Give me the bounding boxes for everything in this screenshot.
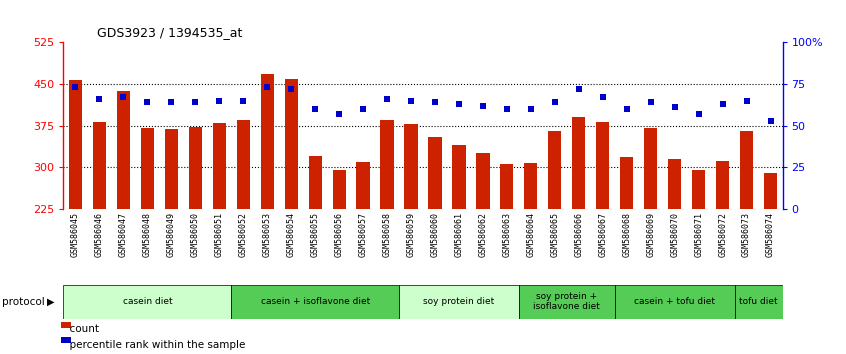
Point — [380, 96, 393, 102]
Bar — [596, 122, 609, 209]
Point — [332, 111, 346, 117]
Bar — [93, 122, 106, 209]
Bar — [261, 74, 274, 209]
Bar — [500, 165, 514, 209]
Text: tofu diet: tofu diet — [739, 297, 777, 306]
Bar — [381, 120, 393, 209]
Point — [716, 101, 729, 107]
Text: casein + tofu diet: casein + tofu diet — [634, 297, 715, 306]
Point — [428, 99, 442, 105]
Point — [620, 106, 634, 112]
Point — [69, 85, 82, 90]
Bar — [140, 129, 154, 209]
Bar — [399, 285, 519, 319]
Point — [164, 99, 178, 105]
Point — [117, 95, 130, 100]
Bar — [548, 131, 562, 209]
Bar — [668, 159, 681, 209]
Point — [356, 106, 370, 112]
Bar — [572, 118, 585, 209]
Text: soy protein diet: soy protein diet — [423, 297, 495, 306]
Bar — [764, 173, 777, 209]
Point — [236, 98, 250, 104]
Bar — [615, 285, 734, 319]
Bar — [476, 153, 490, 209]
Point — [572, 86, 585, 92]
Bar — [740, 131, 753, 209]
Bar — [428, 137, 442, 209]
Bar — [734, 285, 783, 319]
Bar — [284, 79, 298, 209]
Point — [548, 99, 562, 105]
Bar — [519, 285, 615, 319]
Bar — [165, 129, 178, 209]
Bar — [644, 129, 657, 209]
Bar — [692, 170, 706, 209]
Text: soy protein +
isoflavone diet: soy protein + isoflavone diet — [533, 292, 601, 312]
Text: count: count — [63, 324, 100, 334]
Bar — [332, 170, 346, 209]
Bar — [237, 120, 250, 209]
Bar — [63, 285, 231, 319]
Bar — [69, 80, 82, 209]
Bar — [117, 91, 130, 209]
Text: GDS3923 / 1394535_at: GDS3923 / 1394535_at — [97, 26, 243, 39]
Bar — [716, 161, 729, 209]
Point — [739, 98, 753, 104]
Point — [452, 101, 465, 107]
Bar — [525, 163, 537, 209]
Bar — [404, 124, 418, 209]
Bar — [189, 127, 202, 209]
Text: casein diet: casein diet — [123, 297, 172, 306]
Text: ▶: ▶ — [47, 297, 54, 307]
Bar — [231, 285, 399, 319]
Point — [140, 99, 154, 105]
Point — [404, 98, 418, 104]
Point — [692, 111, 706, 117]
Text: percentile rank within the sample: percentile rank within the sample — [63, 340, 246, 350]
Bar — [356, 162, 370, 209]
Point — [764, 118, 777, 124]
Point — [476, 103, 490, 109]
Point — [212, 98, 226, 104]
Point — [644, 99, 657, 105]
Text: casein + isoflavone diet: casein + isoflavone diet — [261, 297, 370, 306]
Point — [667, 104, 681, 110]
Point — [261, 85, 274, 90]
Bar — [453, 145, 465, 209]
Point — [284, 86, 298, 92]
Bar — [620, 157, 634, 209]
Point — [524, 106, 537, 112]
Point — [596, 95, 609, 100]
Point — [308, 106, 321, 112]
Point — [92, 96, 106, 102]
Text: protocol: protocol — [2, 297, 45, 307]
Point — [500, 106, 514, 112]
Bar — [212, 123, 226, 209]
Bar — [309, 156, 321, 209]
Point — [189, 99, 202, 105]
